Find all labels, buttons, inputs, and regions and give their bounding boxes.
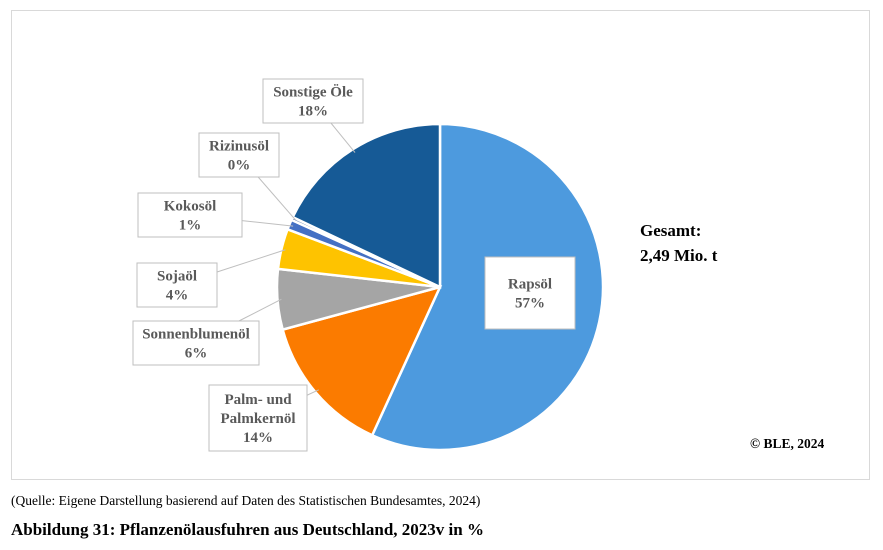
figure-caption: Abbildung 31: Pflanzenölausfuhren aus De…	[11, 520, 484, 539]
label-kokosöl: Kokosöl 1%	[137, 192, 243, 238]
label-pct-sojaöl: 4%	[166, 288, 189, 304]
leader-palm-und-palmkernöl	[306, 389, 319, 396]
label-pct-sonnenblumenöl: 6%	[185, 346, 208, 362]
label-palm-und-palmkernöl: Palm- und Palmkernöl 14%	[208, 384, 308, 452]
label-rapsöl: Rapsöl 57%	[484, 256, 576, 330]
total-value: 2,49 Mio. t	[640, 246, 718, 265]
label-name-palm-und-palmkernöl: Palmkernöl	[221, 411, 296, 427]
label-sojaöl: Sojaöl 4%	[136, 262, 218, 308]
leader-sojaöl	[216, 249, 286, 273]
label-name-sonnenblumenöl: Sonnenblumenöl	[142, 327, 250, 343]
label-pct-sonstige-öle: 18%	[298, 104, 328, 120]
leader-rizinusöl	[257, 176, 297, 221]
label-pct-rapsöl: 57%	[515, 296, 545, 312]
leader-sonstige-öle	[330, 122, 356, 153]
label-name-sonstige-öle: Sonstige Öle	[273, 84, 353, 101]
label-sonnenblumenöl: Sonnenblumenöl 6%	[132, 320, 260, 366]
label-name-rapsöl: Rapsöl	[508, 277, 552, 293]
pie-chart: Rapsöl 57% Palm- und Palmkernöl 14% Sonnenblu…	[132, 78, 824, 452]
label-pct-palm-und-palmkernöl: 14%	[243, 430, 273, 446]
label-pct-rizinusöl: 0%	[228, 158, 251, 174]
leader-kokosöl	[241, 220, 294, 227]
chart-frame	[11, 10, 870, 480]
label-pct-kokosöl: 1%	[179, 218, 202, 234]
label-name-palm-und-palmkernöl: Palm- und	[224, 392, 292, 408]
label-name-rizinusöl: Rizinusöl	[209, 139, 269, 155]
label-name-sojaöl: Sojaöl	[157, 269, 197, 285]
leader-sonnenblumenöl	[238, 298, 282, 322]
copyright: © BLE, 2024	[750, 436, 824, 451]
source-note: (Quelle: Eigene Darstellung basierend au…	[11, 493, 481, 508]
slice-palm-und-palmkernöl	[281, 285, 443, 437]
label-name-kokosöl: Kokosöl	[164, 199, 217, 215]
label-sonstige-öle: Sonstige Öle 18%	[262, 78, 364, 124]
total-label: Gesamt:	[640, 221, 701, 240]
label-rizinusöl: Rizinusöl 0%	[198, 132, 280, 178]
